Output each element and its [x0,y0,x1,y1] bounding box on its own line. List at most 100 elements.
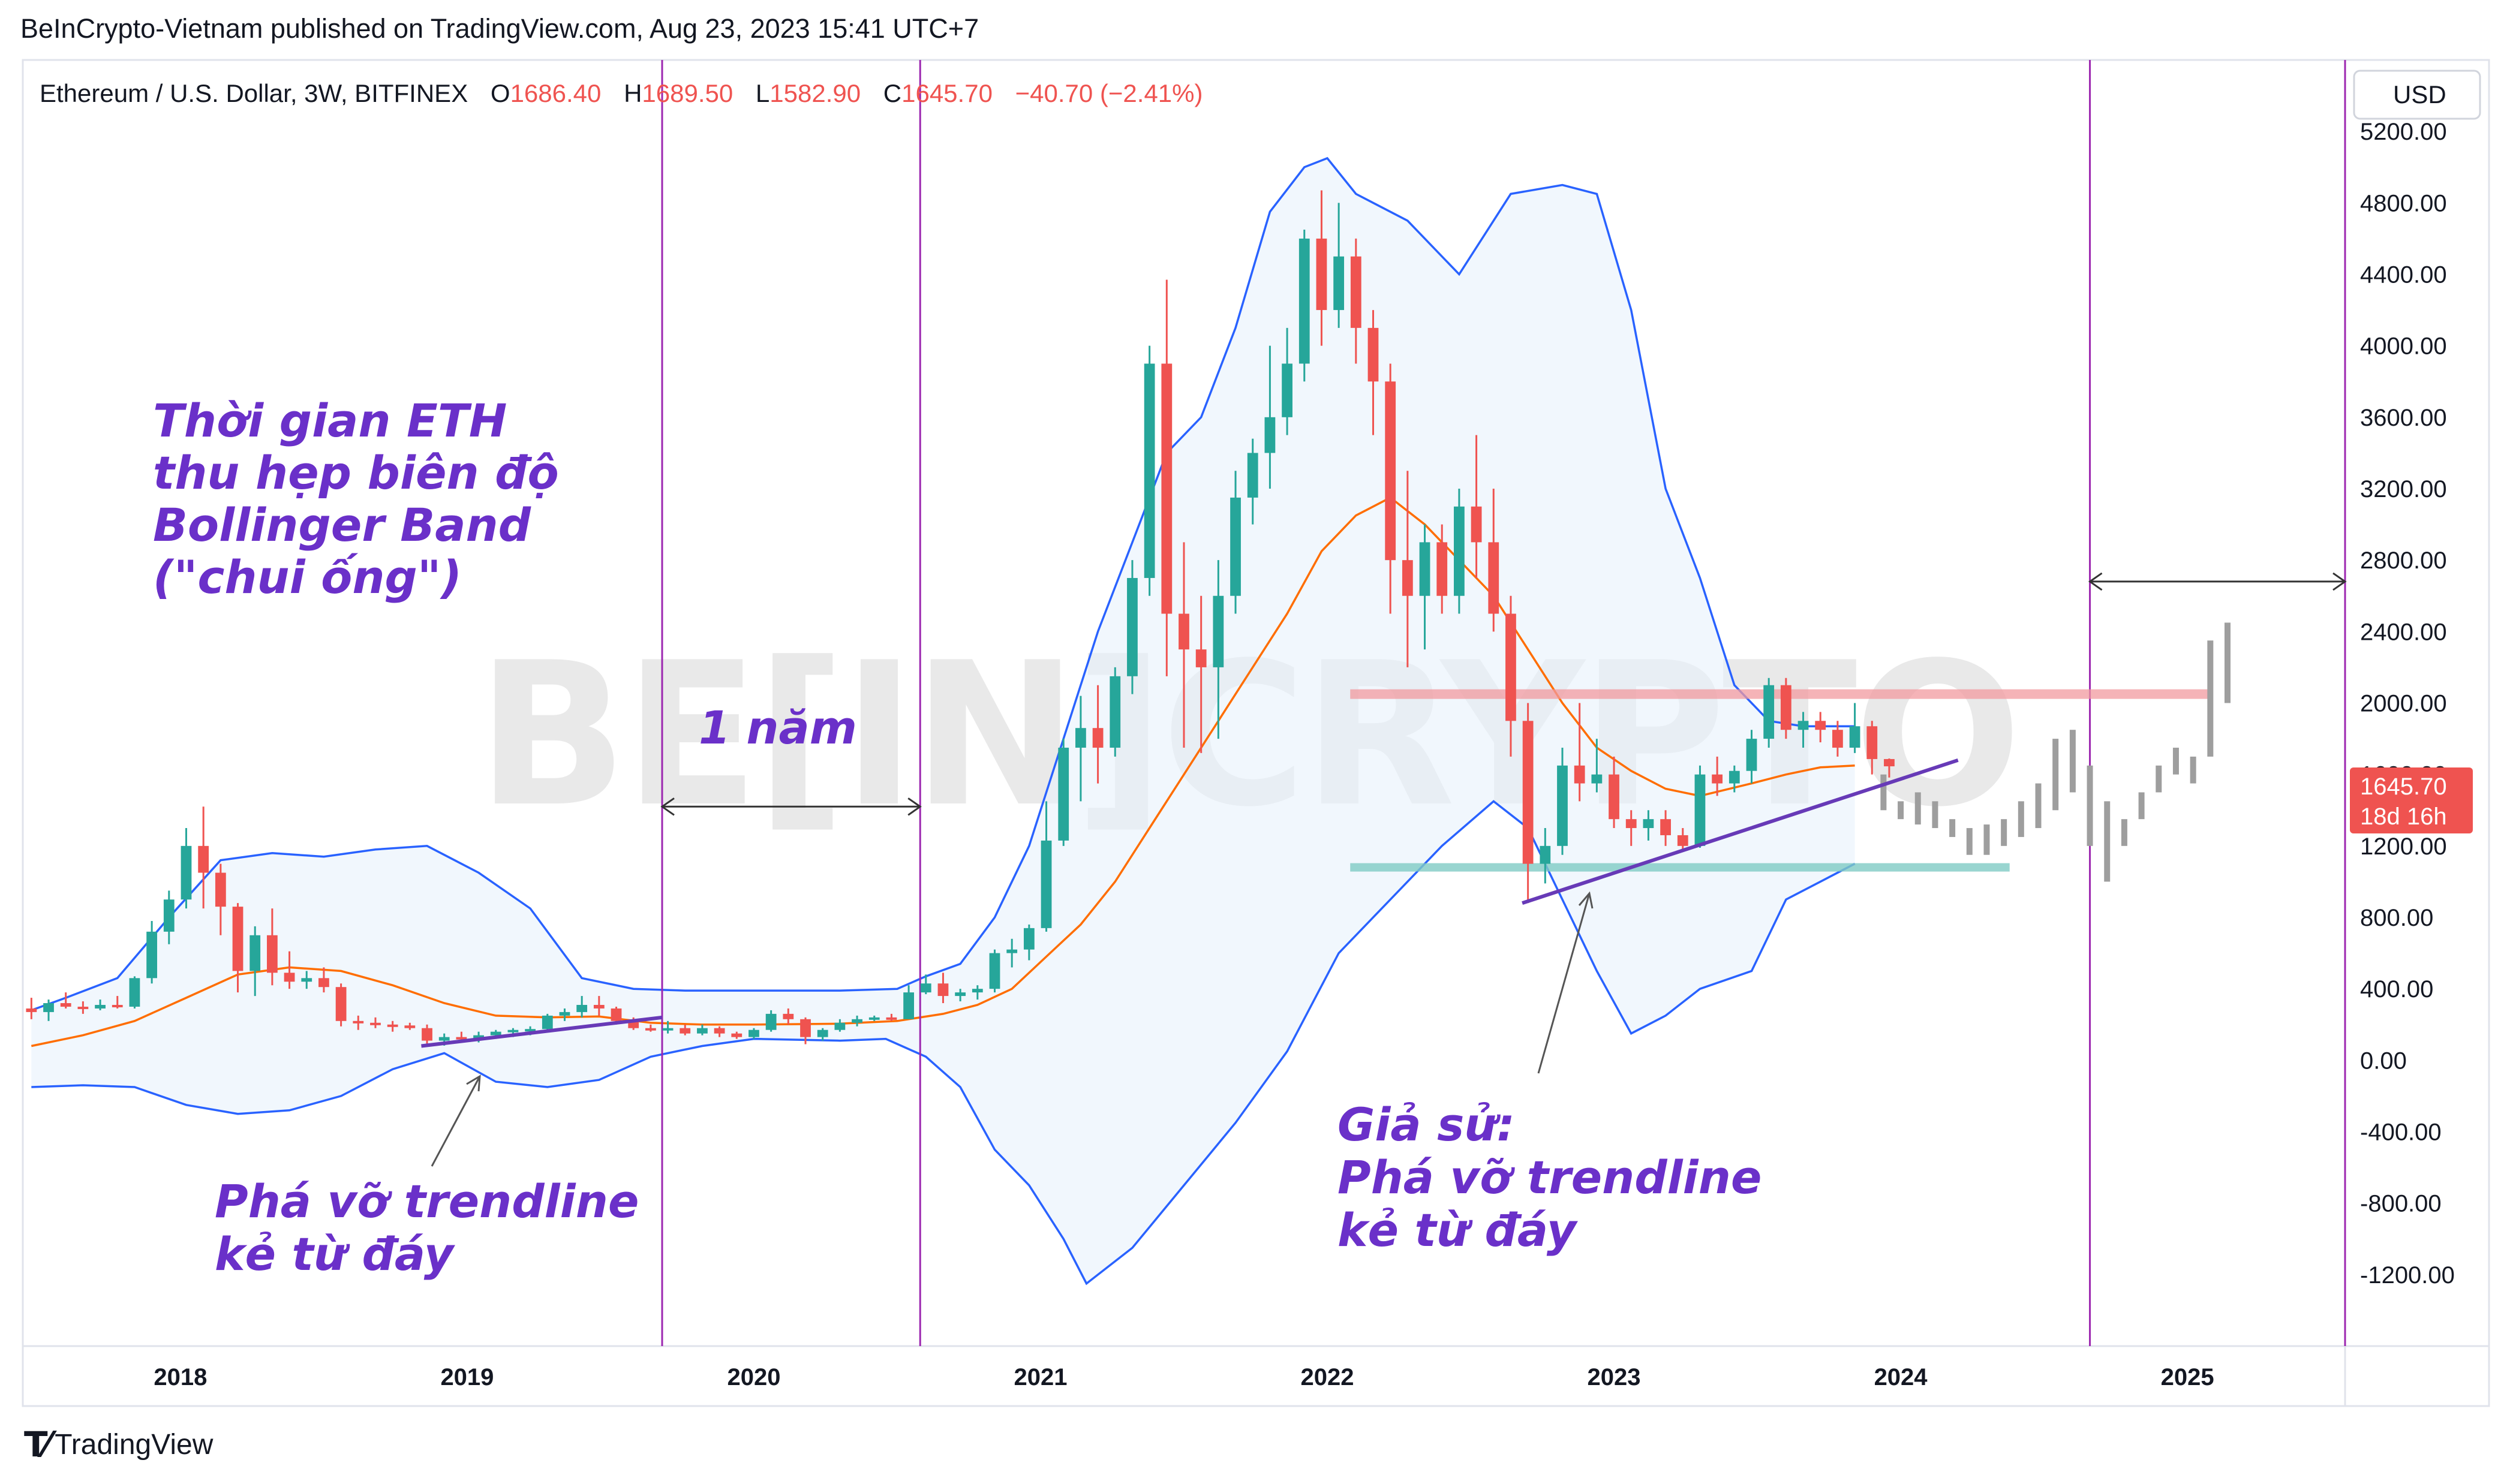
candle-16 [301,978,312,982]
bollinger-band [31,156,1856,1286]
candle-12 [232,907,244,971]
candle-77 [1350,256,1361,328]
candle-24 [438,1037,450,1041]
low-value: 1582.90 [769,79,861,107]
candle-45 [800,1019,811,1037]
candle-44 [783,1013,794,1019]
measure-arrow-head-left-1 [2088,572,2103,591]
candle-63 [1110,676,1121,748]
time-tick-6: 2024 [1874,1364,1928,1390]
candle-89 [1557,765,1568,846]
candle-68 [1195,649,1207,667]
candle-101 [1763,685,1775,739]
candle-73 [1282,363,1292,417]
candle-39 [697,1028,708,1034]
close-value: 1645.70 [901,79,993,107]
resistance-level [1350,689,2211,699]
candle-87 [1522,721,1534,864]
candle-53 [937,983,949,997]
projection-bar-13 [2104,801,2111,882]
change-value: −40.70 (−2.41%) [1015,79,1203,107]
tradingview-logo-icon: T⁄ [24,1424,50,1465]
candle-7 [146,931,158,979]
last-price-tag: 1645.70 [2360,773,2447,800]
bb-note-line-4: ("chui ống") [153,550,462,604]
break-2019-note: Phá vỡ trendline kẻ từ đáy [215,1175,639,1281]
candle-78 [1367,327,1379,382]
candle-90 [1574,765,1585,784]
candle-19 [353,1021,364,1024]
projection-bar-19 [2207,640,2214,757]
candle-80 [1402,560,1413,596]
projection-bar-17 [2172,747,2179,775]
candle-57 [1006,949,1018,953]
time-axis[interactable]: 2018 2019 2020 2021 2022 2023 2024 2025 [154,1364,2214,1390]
candle-98 [1712,774,1723,784]
price-tick-14: -400.00 [2360,1119,2442,1146]
bb-squeeze-note: Thời gian ETH thu hẹp biên độ Bollinger … [153,394,559,604]
measure-arrows [660,572,2347,816]
price-tick-5: 3200.00 [2360,476,2447,502]
low-label: L [756,79,769,107]
projection-bar-12 [2087,765,2093,846]
candle-4 [95,1004,106,1009]
break-2019-line-2: kẻ từ đáy [215,1227,456,1281]
price-tick-10: 1200.00 [2360,833,2447,860]
currency-button-frame[interactable] [2353,70,2481,120]
candle-37 [662,1028,674,1031]
candle-40 [714,1028,725,1034]
candle-66 [1161,363,1173,614]
candle-33 [593,1004,605,1009]
candle-81 [1419,542,1430,596]
candle-2 [60,1003,71,1007]
tradingview-brand[interactable]: T⁄ TradingView [24,1424,213,1465]
projection-bars [1880,622,2231,882]
candle-100 [1746,739,1757,771]
price-tick-4: 3600.00 [2360,405,2447,431]
time-tick-2: 2020 [727,1364,780,1390]
assume-line-2: Phá vỡ trendline [1337,1151,1761,1204]
bb-lower-line [31,800,1856,1286]
candle-49 [868,1017,880,1020]
pointer-2023 [1537,893,1591,1074]
price-axis[interactable]: 5200.00 4800.00 4400.00 4000.00 3600.00 3200.… [2360,119,2455,1289]
projection-bar-11 [2069,730,2076,793]
candle-28 [507,1030,519,1033]
price-tick-8: 2000.00 [2360,691,2447,717]
ohlc-legend: Ethereum / U.S. Dollar, 3W, BITFINEX O16… [40,79,1203,107]
price-tick-13: 0.00 [2360,1047,2407,1074]
price-tick-3: 4000.00 [2360,333,2447,360]
pointer-2019-head [466,1074,481,1092]
candle-31 [559,1012,570,1016]
candle-67 [1179,613,1189,650]
candle-10 [198,845,209,873]
candle-8 [163,899,175,932]
trendlines [421,758,1959,1048]
candle-3 [77,1006,89,1009]
candle-6 [129,978,140,1007]
candle-21 [387,1024,398,1027]
projection-bar-1 [1898,801,1904,820]
candle-102 [1780,685,1791,730]
time-tick-3: 2021 [1014,1364,1067,1390]
candles[interactable] [26,190,1895,1046]
candle-99 [1729,770,1740,784]
candle-93 [1625,819,1637,829]
candle-70 [1230,497,1241,596]
candle-25 [456,1037,467,1040]
assumption-note: Giả sử: Phá vỡ trendline kẻ từ đáy [1337,1098,1761,1257]
projection-bar-0 [1880,774,1887,811]
projection-bar-16 [2156,765,2162,793]
open-value: 1686.40 [510,79,602,107]
measure-arrow-head-right-1 [2332,572,2347,591]
projection-bar-4 [1949,819,1956,837]
candle-0 [26,1008,37,1012]
candle-107 [1866,726,1878,759]
currency-button[interactable]: USD [2393,80,2446,109]
candle-14 [266,935,278,973]
publish-info: BeInCrypto-Vietnam published on TradingV… [20,13,979,44]
pointer-2023-head [1578,891,1594,909]
pointer-2019 [431,1076,481,1167]
price-tick-11: 800.00 [2360,905,2433,931]
